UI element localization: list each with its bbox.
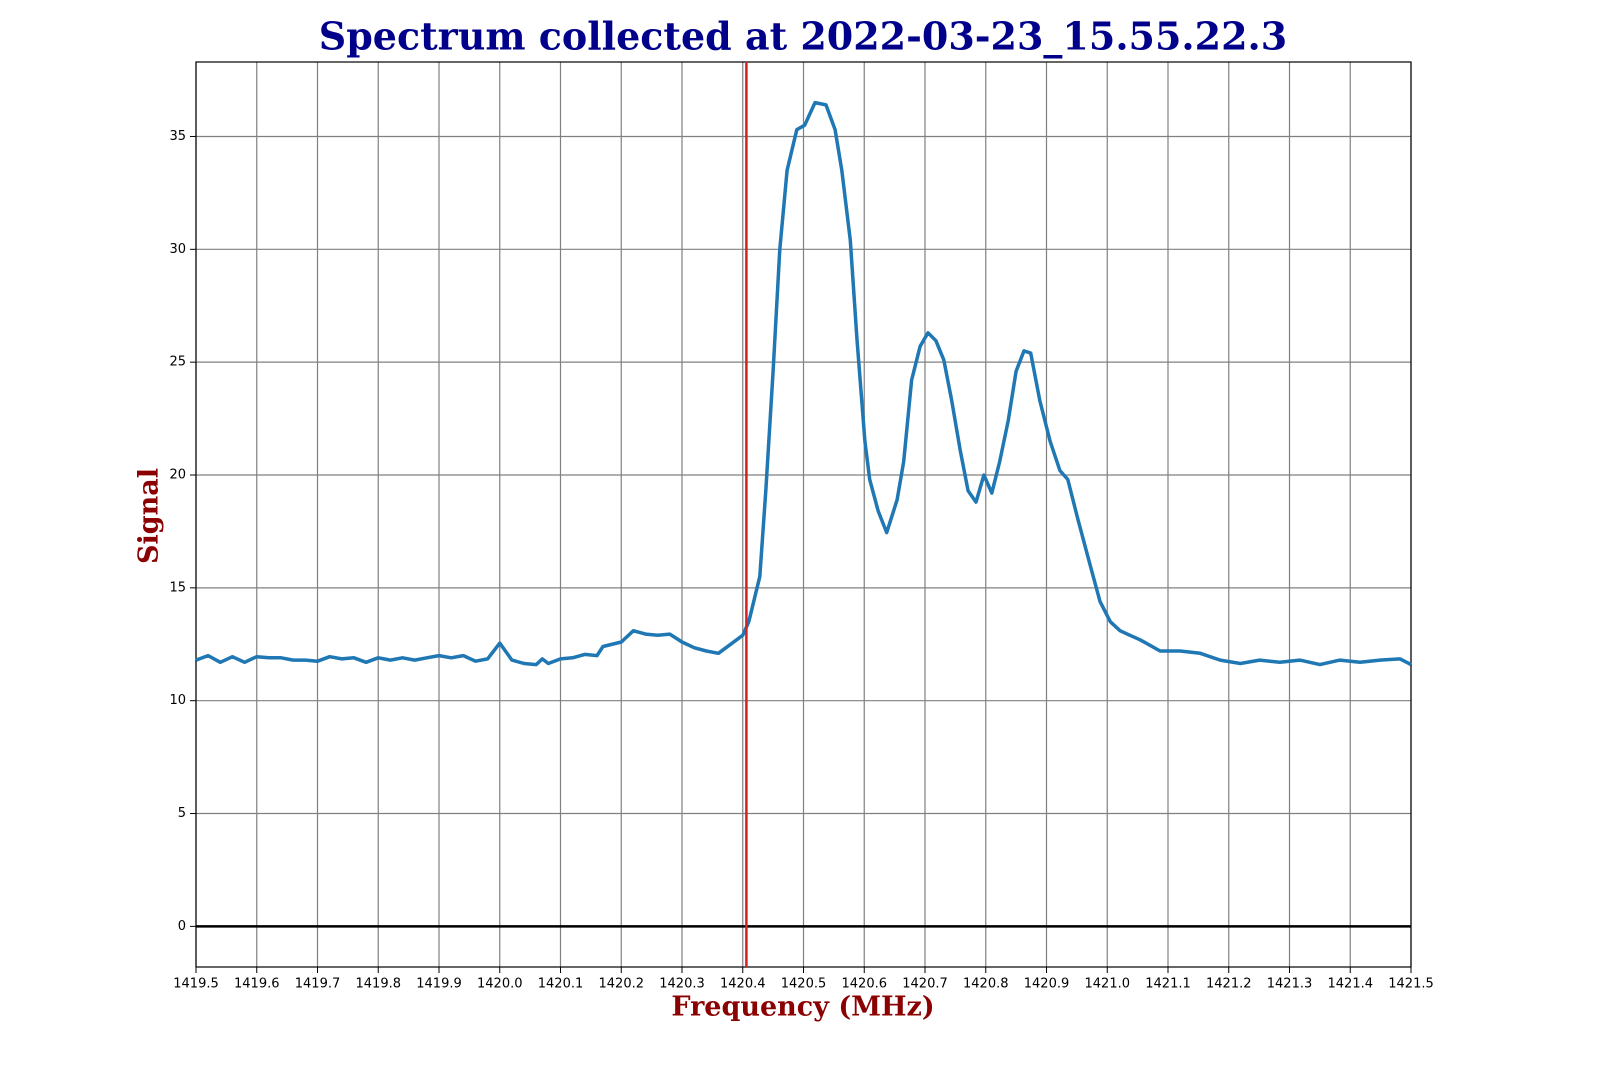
x-tick-label: 1420.9 [1024, 977, 1070, 992]
x-tick-label: 1419.6 [234, 977, 280, 992]
y-axis-label: Signal [134, 468, 165, 564]
x-tick-label: 1421.0 [1085, 977, 1131, 992]
y-tick-label: 10 [169, 693, 186, 708]
y-tick-label: 5 [178, 806, 186, 821]
x-tick-label: 1420.7 [902, 977, 948, 992]
x-tick-label: 1420.0 [477, 977, 523, 992]
x-tick-label: 1420.4 [720, 977, 766, 992]
x-tick-label: 1419.8 [356, 977, 402, 992]
x-tick-label: 1420.5 [781, 977, 827, 992]
x-tick-label: 1420.6 [842, 977, 888, 992]
x-tick-label: 1419.7 [295, 977, 341, 992]
y-tick-label: 30 [169, 242, 186, 257]
x-tick-label: 1421.1 [1145, 977, 1191, 992]
y-tick-label: 15 [169, 580, 186, 595]
x-tick-label: 1420.1 [538, 977, 584, 992]
chart-title: Spectrum collected at 2022-03-23_15.55.2… [319, 14, 1287, 59]
x-tick-label: 1419.5 [173, 977, 219, 992]
x-axis-label: Frequency (MHz) [671, 992, 934, 1023]
x-tick-label: 1421.2 [1206, 977, 1252, 992]
x-tick-label: 1421.5 [1388, 977, 1434, 992]
x-tick-label: 1421.3 [1267, 977, 1313, 992]
x-tick-label: 1420.2 [599, 977, 645, 992]
y-tick-label: 0 [178, 919, 186, 934]
y-tick-label: 35 [169, 129, 186, 144]
x-tick-label: 1419.9 [416, 977, 462, 992]
x-tick-label: 1421.4 [1328, 977, 1374, 992]
y-tick-label: 20 [169, 468, 186, 483]
plot-frame [195, 61, 1412, 968]
spectrum-line [195, 100, 1412, 667]
x-tick-label: 1420.8 [963, 977, 1009, 992]
x-tick-label: 1420.3 [659, 977, 705, 992]
y-tick-label: 25 [169, 355, 186, 370]
